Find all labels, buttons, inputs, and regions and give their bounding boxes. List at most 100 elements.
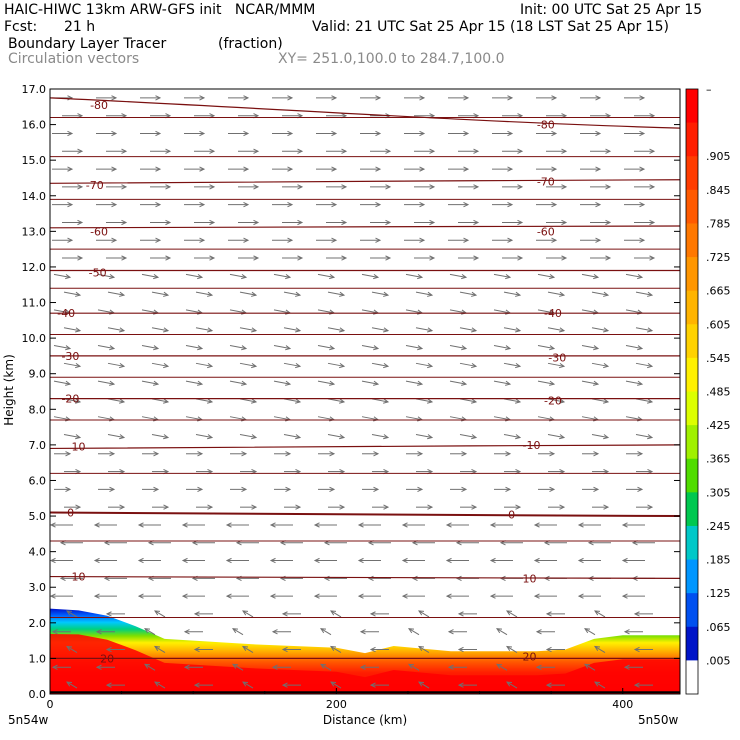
wind-vector xyxy=(621,593,645,599)
wind-vector xyxy=(535,629,555,635)
wind-vector xyxy=(447,664,467,670)
wind-vector xyxy=(405,345,424,351)
forecast-hour: 21 h xyxy=(64,19,96,35)
contour-label: -30 xyxy=(61,350,79,363)
contour-label: 0 xyxy=(67,507,74,520)
wind-vector xyxy=(140,95,162,101)
wind-vector xyxy=(362,486,380,492)
colorbar-label: – xyxy=(706,83,712,96)
wind-vector xyxy=(105,682,125,688)
wind-vector xyxy=(105,611,125,617)
wind-vector xyxy=(406,486,424,492)
wind-vector xyxy=(547,398,566,404)
wind-vector xyxy=(107,433,126,440)
wind-vector xyxy=(327,398,346,404)
wind-vector xyxy=(238,255,260,261)
wind-vector xyxy=(361,345,380,351)
wind-vector xyxy=(401,593,425,599)
wind-vector xyxy=(492,166,514,172)
forecast-label: Fcst: xyxy=(4,19,38,35)
y-tick-label: 9.0 xyxy=(29,368,47,381)
wind-vector xyxy=(63,327,82,333)
colorbar-label: .785 xyxy=(706,217,731,230)
x-axis-label: Distance (km) xyxy=(323,713,407,727)
wind-vector xyxy=(401,522,425,528)
wind-vector xyxy=(445,593,469,599)
colorbar-swatch xyxy=(686,257,698,292)
wind-vector xyxy=(626,486,644,492)
wind-vector xyxy=(414,255,436,261)
temperature-contour xyxy=(50,511,680,518)
wind-vector xyxy=(140,166,162,172)
wind-vector xyxy=(416,504,434,510)
wind-vector xyxy=(357,557,381,564)
wind-vector xyxy=(63,362,82,369)
x-tick-label: 400 xyxy=(612,698,633,711)
wind-vector xyxy=(281,611,301,617)
wind-vector xyxy=(63,291,82,297)
wind-vector xyxy=(98,451,116,457)
wind-vector xyxy=(184,130,206,137)
wind-vector xyxy=(370,148,392,154)
wind-vector xyxy=(282,184,304,190)
wind-vector xyxy=(633,646,653,653)
wind-vector xyxy=(496,663,508,671)
wind-vector xyxy=(360,166,382,172)
colorbar-label: .125 xyxy=(706,587,731,600)
wind-vector xyxy=(272,202,294,208)
wind-vector xyxy=(496,628,508,636)
wind-vector xyxy=(271,629,291,635)
wind-vector xyxy=(140,237,162,243)
wind-vector xyxy=(371,362,390,369)
contour-label: -20 xyxy=(61,393,79,406)
contour-label: -50 xyxy=(89,266,107,279)
wind-vector xyxy=(194,148,216,154)
colorbar-swatch xyxy=(686,660,698,695)
wind-vector xyxy=(457,682,477,688)
wind-vector xyxy=(370,255,392,261)
wind-vector xyxy=(105,646,125,653)
y-tick-label: 7.0 xyxy=(29,439,47,452)
wind-vector xyxy=(533,522,557,528)
colorbar-label: .245 xyxy=(706,520,731,533)
wind-vector xyxy=(50,593,73,599)
wind-vector xyxy=(590,255,612,261)
temperature-contour xyxy=(50,575,680,579)
wind-vector xyxy=(66,681,78,689)
wind-vector xyxy=(63,433,82,440)
wind-vector xyxy=(591,433,610,440)
wind-vector xyxy=(152,504,170,510)
wind-vector xyxy=(54,486,72,492)
colorbar-label: .305 xyxy=(706,486,731,499)
wind-vector xyxy=(142,451,160,457)
wind-vector xyxy=(506,610,518,618)
wind-vector xyxy=(98,486,116,492)
wind-vector xyxy=(357,522,381,528)
y-tick-label: 16.0 xyxy=(22,119,47,132)
wind-vector xyxy=(52,237,74,243)
colorbar-swatch xyxy=(686,156,698,191)
wind-vector xyxy=(194,255,216,261)
wind-vector xyxy=(327,362,346,369)
wind-vector xyxy=(545,682,565,688)
wind-vector xyxy=(624,130,646,137)
wind-vector xyxy=(633,682,653,688)
wind-vector xyxy=(581,273,600,280)
wind-vector xyxy=(404,166,426,172)
wind-vector xyxy=(450,451,468,457)
colorbar-label: .545 xyxy=(706,352,731,365)
wind-vector xyxy=(504,504,522,510)
wind-vector xyxy=(459,398,478,404)
contour-label: 10 xyxy=(71,441,85,454)
wind-vector xyxy=(635,327,654,333)
wind-vector xyxy=(634,184,656,190)
wind-vector xyxy=(271,664,291,670)
temperature-contour xyxy=(50,179,680,184)
wind-vector xyxy=(96,130,118,137)
valid-time: Valid: 21 UTC Sat 25 Apr 15 (18 LST Sat … xyxy=(312,19,670,35)
wind-vector xyxy=(282,255,304,261)
wind-vector xyxy=(538,486,556,492)
wind-vector xyxy=(414,184,436,190)
wind-vector xyxy=(594,645,606,653)
wind-vector xyxy=(239,327,258,333)
